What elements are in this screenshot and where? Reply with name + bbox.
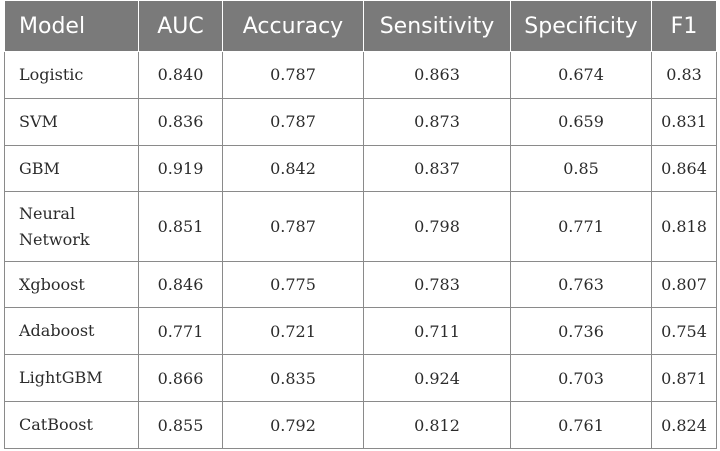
cell-model: Neural Network [4,191,139,262]
header-model: Model [4,0,139,52]
cell-sensitivity: 0.863 [363,51,511,99]
header-row: Model AUC Accuracy Sensitivity Specifici… [4,0,717,52]
cell-f1: 0.831 [651,97,717,146]
cell-f1: 0.807 [651,260,717,309]
cell-sensitivity: 0.924 [363,354,511,403]
table-row: Adaboost 0.771 0.721 0.711 0.736 0.754 [4,307,717,356]
cell-sensitivity: 0.837 [363,144,511,193]
cell-sensitivity: 0.711 [363,307,511,356]
cell-specificity: 0.763 [510,260,652,309]
cell-accuracy: 0.792 [222,401,364,449]
cell-specificity: 0.85 [510,144,652,193]
cell-accuracy: 0.842 [222,144,364,193]
cell-specificity: 0.736 [510,307,652,356]
cell-auc: 0.919 [138,144,223,193]
table-header: Model AUC Accuracy Sensitivity Specifici… [4,0,717,52]
table-row: SVM 0.836 0.787 0.873 0.659 0.831 [4,97,717,146]
cell-sensitivity: 0.873 [363,97,511,146]
model-performance-table: Model AUC Accuracy Sensitivity Specifici… [4,0,717,449]
table-body: Logistic 0.840 0.787 0.863 0.674 0.83 SV… [4,51,717,449]
table-row: Neural Network 0.851 0.787 0.798 0.771 0… [4,191,717,262]
cell-auc: 0.836 [138,97,223,146]
cell-model: CatBoost [4,401,139,449]
cell-sensitivity: 0.798 [363,191,511,262]
cell-auc: 0.846 [138,260,223,309]
cell-accuracy: 0.787 [222,97,364,146]
header-auc: AUC [138,0,223,52]
header-sensitivity: Sensitivity [363,0,511,52]
cell-model: Logistic [4,51,139,99]
table-row: LightGBM 0.866 0.835 0.924 0.703 0.871 [4,354,717,403]
cell-specificity: 0.659 [510,97,652,146]
cell-model: LightGBM [4,354,139,403]
cell-auc: 0.855 [138,401,223,449]
table-row: CatBoost 0.855 0.792 0.812 0.761 0.824 [4,401,717,449]
cell-auc: 0.840 [138,51,223,99]
table-row: Logistic 0.840 0.787 0.863 0.674 0.83 [4,51,717,99]
header-specificity: Specificity [510,0,652,52]
cell-accuracy: 0.787 [222,191,364,262]
cell-accuracy: 0.835 [222,354,364,403]
cell-model: Adaboost [4,307,139,356]
header-f1: F1 [651,0,717,52]
table-row: Xgboost 0.846 0.775 0.783 0.763 0.807 [4,260,717,309]
cell-auc: 0.851 [138,191,223,262]
cell-f1: 0.864 [651,144,717,193]
cell-f1: 0.871 [651,354,717,403]
cell-specificity: 0.674 [510,51,652,99]
cell-f1: 0.818 [651,191,717,262]
cell-f1: 0.824 [651,401,717,449]
cell-accuracy: 0.721 [222,307,364,356]
cell-accuracy: 0.787 [222,51,364,99]
cell-specificity: 0.703 [510,354,652,403]
cell-accuracy: 0.775 [222,260,364,309]
cell-sensitivity: 0.783 [363,260,511,309]
header-accuracy: Accuracy [222,0,364,52]
cell-specificity: 0.761 [510,401,652,449]
cell-f1: 0.83 [651,51,717,99]
table-row: GBM 0.919 0.842 0.837 0.85 0.864 [4,144,717,193]
cell-model: Xgboost [4,260,139,309]
cell-sensitivity: 0.812 [363,401,511,449]
cell-specificity: 0.771 [510,191,652,262]
cell-auc: 0.866 [138,354,223,403]
cell-auc: 0.771 [138,307,223,356]
cell-model: SVM [4,97,139,146]
cell-model: GBM [4,144,139,193]
cell-f1: 0.754 [651,307,717,356]
